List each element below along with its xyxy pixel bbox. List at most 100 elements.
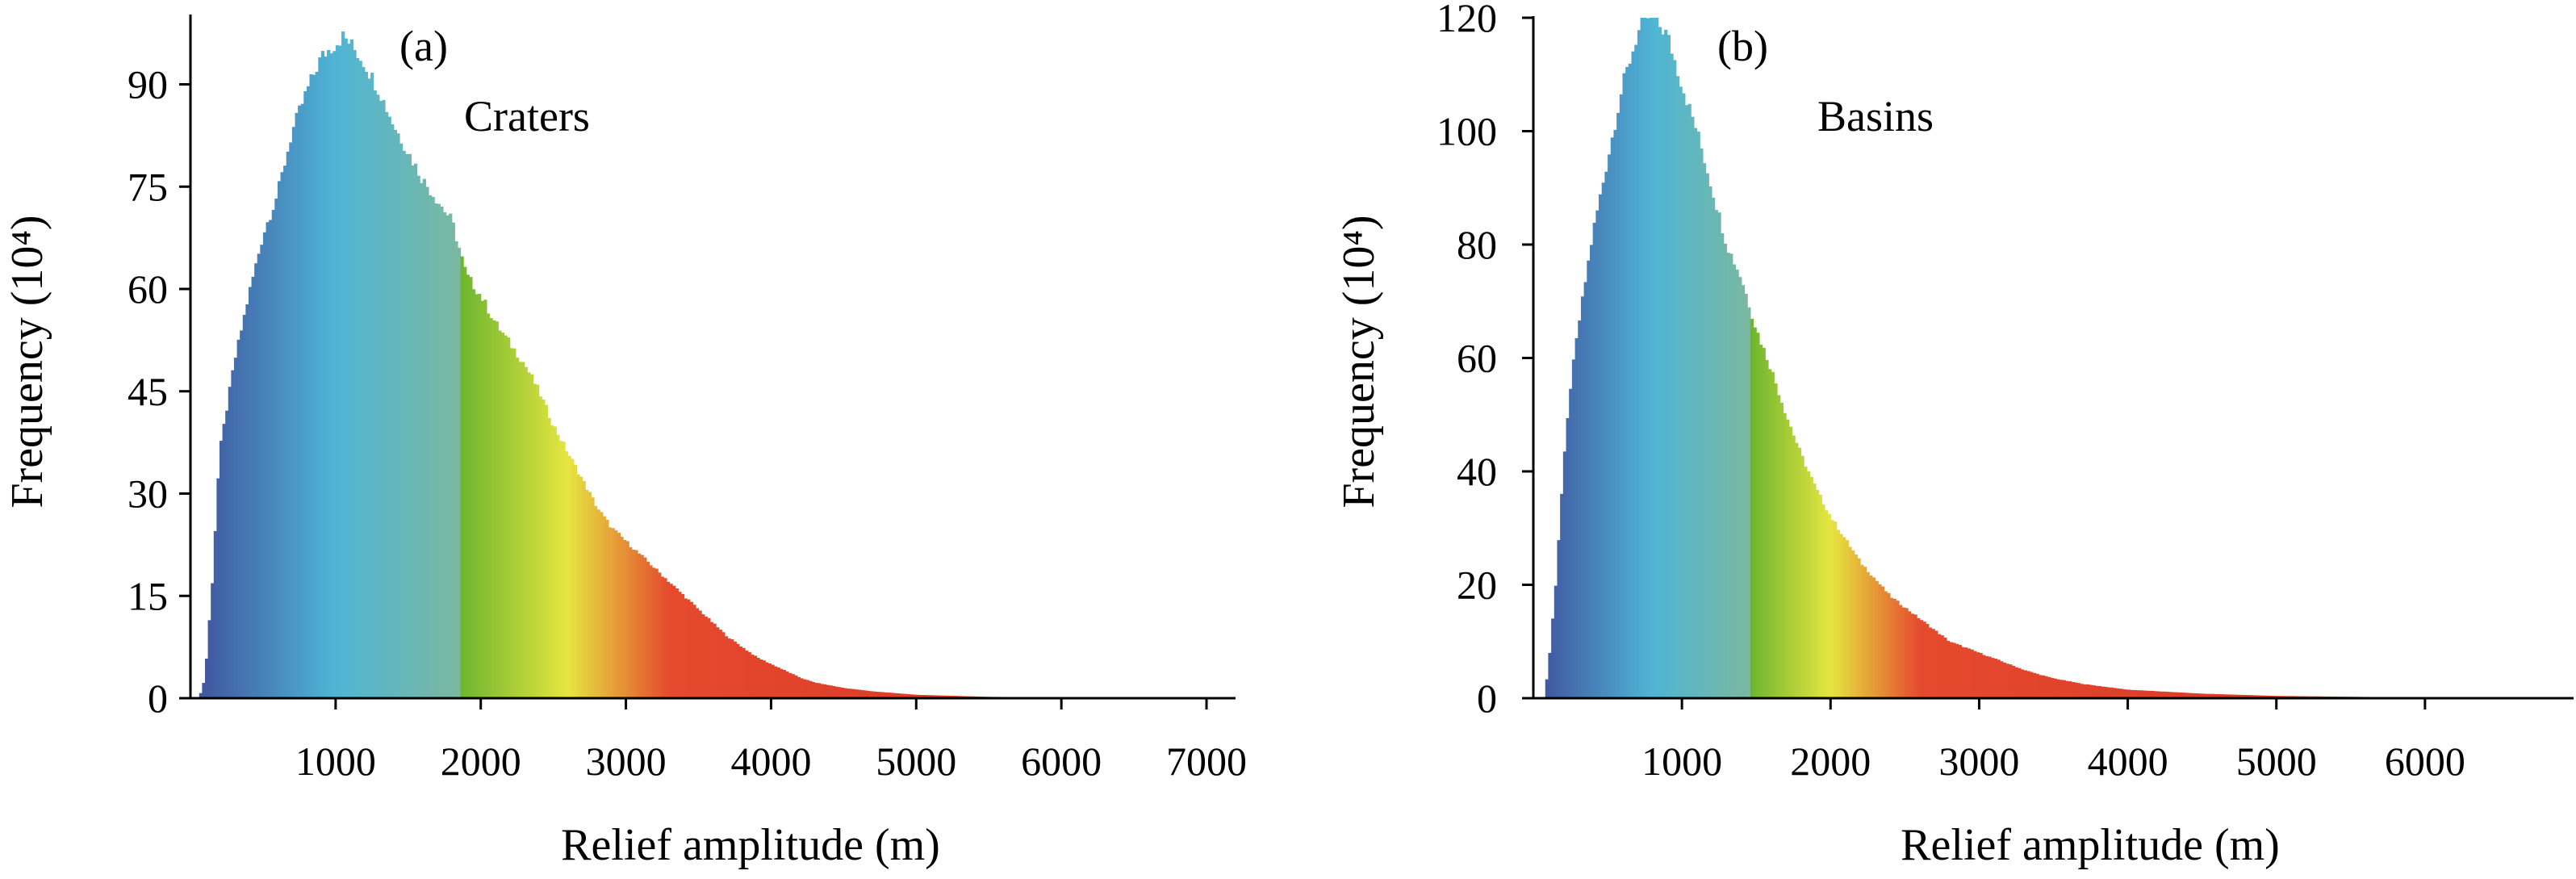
histogram-bar <box>1687 103 1692 698</box>
histogram-bar <box>751 655 755 698</box>
histogram-bar <box>1937 634 1942 698</box>
histogram-bar <box>622 540 627 698</box>
histogram-bar <box>1979 652 1983 698</box>
histogram-bar <box>248 287 253 698</box>
histogram-bar <box>536 384 540 698</box>
histogram-bar <box>1625 66 1629 699</box>
histogram-bar <box>393 129 398 698</box>
histogram-bar <box>878 692 882 698</box>
y-tick-label: 20 <box>1457 563 1497 608</box>
histogram-bar <box>1848 546 1852 698</box>
histogram-bar <box>945 695 949 698</box>
histogram-bar <box>483 299 487 698</box>
histogram-bar <box>660 576 664 698</box>
histogram-bar <box>1854 555 1859 698</box>
x-tick-label: 6000 <box>1021 739 1102 784</box>
histogram-bar <box>1991 658 1995 698</box>
histogram-bar <box>907 694 911 698</box>
histogram-bar <box>1619 94 1624 699</box>
histogram-bar <box>431 197 435 698</box>
histogram-bar <box>1682 93 1686 698</box>
histogram-bar <box>236 339 240 698</box>
histogram-bar <box>2089 684 2093 698</box>
histogram-bar <box>721 632 726 698</box>
histogram-bar <box>2014 667 2018 698</box>
histogram-bar <box>225 410 229 698</box>
histogram-bar <box>939 695 943 698</box>
histogram-bar <box>1578 320 1582 698</box>
histogram-bar <box>689 601 693 698</box>
histogram-bar <box>1622 73 1626 698</box>
histogram-bar <box>2228 694 2233 698</box>
histogram-bar <box>489 318 493 698</box>
histogram-bar <box>211 583 215 698</box>
histogram-bar <box>805 680 809 698</box>
histogram-bar <box>2210 693 2214 698</box>
histogram-bar <box>872 691 876 698</box>
histogram-bar <box>362 67 366 698</box>
histogram-bar <box>1649 18 1653 698</box>
histogram-bar <box>1560 493 1564 698</box>
histogram-bar <box>376 94 380 699</box>
histogram-bar <box>2026 671 2030 698</box>
histogram-bar <box>542 400 546 698</box>
histogram-bar <box>219 441 224 698</box>
histogram-bar <box>1833 521 1838 698</box>
histogram-bar <box>228 387 232 698</box>
panel-label: (b) <box>1717 22 1768 70</box>
histogram-bar <box>2101 686 2105 698</box>
y-tick-label: 45 <box>128 369 168 414</box>
histogram-bar <box>399 143 404 698</box>
histogram-bar <box>1878 584 1882 698</box>
histogram-bar <box>2264 695 2269 698</box>
histogram-bar <box>1821 504 1825 698</box>
histogram-bar <box>1711 197 1716 698</box>
histogram-bar <box>2059 680 2064 698</box>
histogram-bar <box>1866 571 1870 698</box>
histogram-bar <box>396 133 400 698</box>
histogram-bar <box>1595 210 1600 699</box>
histogram-bar <box>544 404 549 698</box>
histogram-bar <box>625 541 629 698</box>
histogram-bar <box>527 372 531 698</box>
histogram-bar <box>216 478 220 698</box>
histogram-bar <box>1869 575 1873 698</box>
histogram-bar <box>2095 685 2099 698</box>
histogram-bar <box>2202 693 2206 698</box>
histogram-bar <box>1845 540 1849 698</box>
histogram-bar <box>629 547 633 698</box>
histogram-bar <box>834 686 838 698</box>
histogram-bar <box>1762 347 1766 698</box>
x-tick-label: 1000 <box>1641 739 1722 784</box>
histogram-bar <box>782 670 787 698</box>
x-tick-label: 4000 <box>2088 739 2168 784</box>
histogram-bar <box>2148 690 2152 698</box>
histogram-bar <box>1917 617 1921 698</box>
histogram-bar <box>649 565 653 698</box>
histogram-bar <box>678 592 682 698</box>
histogram-bar <box>910 694 914 698</box>
histogram-bar <box>556 434 560 698</box>
histogram-bar <box>858 689 862 698</box>
histogram-bar <box>803 679 807 698</box>
y-axis-title: Frequency (10⁴) <box>1334 215 1384 508</box>
histogram-bar <box>222 424 226 698</box>
histogram-bar <box>512 348 516 698</box>
histogram-bar <box>1795 442 1799 698</box>
histogram-bar <box>893 693 897 698</box>
histogram-bar <box>774 666 778 698</box>
histogram-bar <box>1788 426 1793 698</box>
histogram-bar <box>736 643 740 698</box>
histogram-bar <box>620 537 624 698</box>
histogram-bar <box>1830 520 1834 698</box>
histogram-bar <box>283 165 287 699</box>
histogram-bar <box>1786 419 1790 698</box>
histogram-bar <box>637 553 642 698</box>
histogram-bar <box>1824 510 1829 698</box>
y-tick-label: 75 <box>128 164 168 209</box>
histogram-bar <box>1851 550 1855 698</box>
histogram-bar <box>466 274 470 698</box>
histogram-bar <box>269 220 273 698</box>
histogram-bar <box>864 690 868 698</box>
histogram-bar <box>295 112 299 698</box>
